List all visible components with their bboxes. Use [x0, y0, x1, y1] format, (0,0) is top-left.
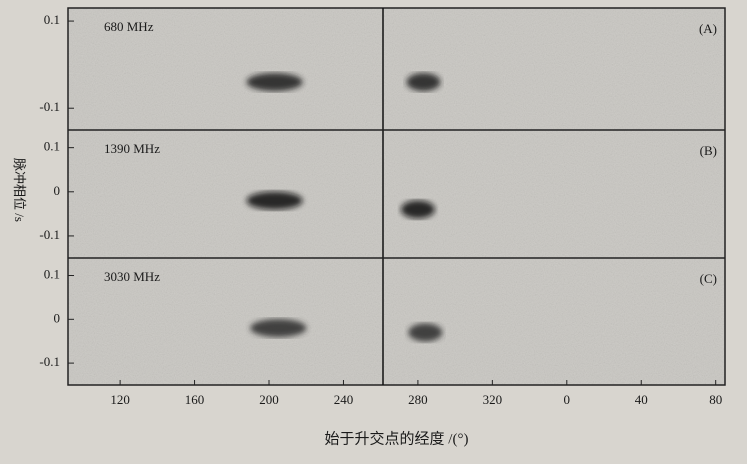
panel-title: 3030 MHz [104, 269, 160, 284]
panel-tag: (A) [699, 21, 717, 36]
chart: 680 MHz (A) 0.1 -0.1 1390 MHz (B) 0.1 0 -0.1 脉冲相位… [0, 0, 747, 464]
y-tick-label: 0.1 [44, 267, 60, 282]
emission-blob [247, 73, 303, 91]
noise [68, 8, 725, 385]
x-tick-label: 280 [408, 392, 428, 407]
x-tick-label: 240 [334, 392, 354, 407]
x-tick-label: 0 [564, 392, 571, 407]
emission-blob [406, 73, 440, 91]
emission-blob [247, 192, 303, 210]
y-tick-label: 0 [54, 310, 61, 325]
panel-tag: (B) [700, 143, 717, 158]
y-tick-label: 0 [54, 183, 61, 198]
x-tick-label: 120 [110, 392, 130, 407]
y-tick-label: -0.1 [39, 354, 60, 369]
x-tick-label: 320 [483, 392, 503, 407]
emission-blob [408, 323, 442, 341]
x-tick-label: 200 [259, 392, 279, 407]
x-tick-label: 80 [709, 392, 722, 407]
y-tick-label: 0.1 [44, 12, 60, 27]
y-tick-label: -0.1 [39, 99, 60, 114]
x-tick-label: 160 [185, 392, 205, 407]
y-axis-label: 脉冲相位 /s [12, 158, 27, 222]
emission-blob [401, 200, 435, 218]
panel-title: 1390 MHz [104, 141, 160, 156]
emission-blob [250, 319, 306, 337]
y-tick-label: 0.1 [44, 139, 60, 154]
panel-tag: (C) [700, 271, 717, 286]
y-tick-label: -0.1 [39, 227, 60, 242]
panel-title: 680 MHz [104, 19, 154, 34]
x-tick-label: 40 [635, 392, 648, 407]
x-axis-label: 始于升交点的经度 /(°) [325, 429, 469, 447]
